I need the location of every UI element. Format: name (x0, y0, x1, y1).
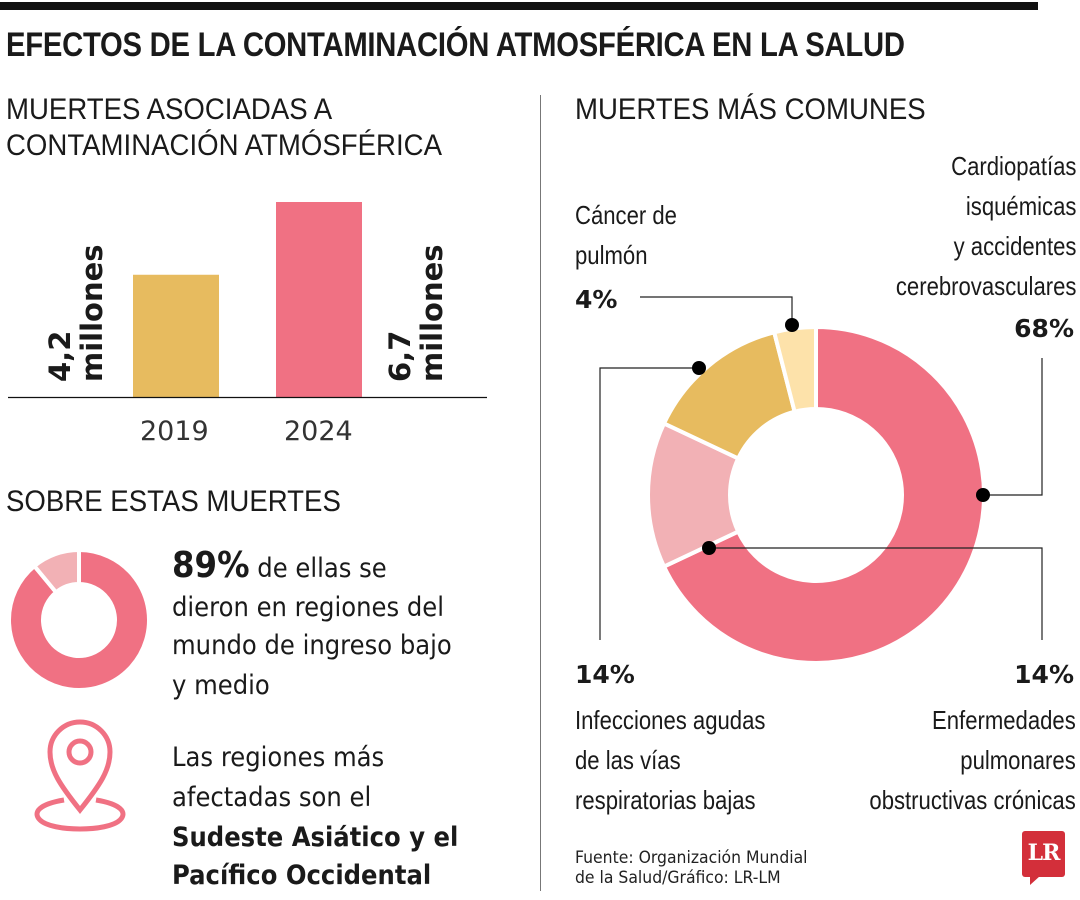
label-cardiopatias: Cardiopatías isquémicas y accidentes cer… (895, 146, 1076, 306)
bar-section-title-1: MUERTES ASOCIADAS A (6, 93, 333, 126)
stat-line-4: y medio (172, 670, 270, 701)
label-line: obstructivas crónicas (869, 785, 1076, 815)
label-infecciones: Infecciones agudas de las vías respirato… (575, 700, 765, 820)
bar-section-title-2: CONTAMINACIÓN ATMÓSFÉRICA (6, 129, 442, 162)
top-rule (0, 2, 1038, 10)
stat-line-2: dieron en regiones del (172, 592, 444, 623)
column-divider (540, 95, 541, 891)
label-enfermedades: Enfermedades pulmonares obstructivas cró… (870, 700, 1076, 820)
pct-infecciones: 14% (575, 660, 635, 689)
label-line: y accidentes (953, 231, 1076, 261)
x-tick-2024: 2024 (284, 416, 353, 447)
bar-label-2024-value: 6,7 (383, 330, 417, 382)
label-line: cerebrovasculares (895, 271, 1076, 301)
leader-cancer (640, 296, 793, 325)
map-pin-ground (34, 797, 126, 832)
regions-line-1: Las regiones más (172, 742, 385, 773)
leader-infecciones (599, 367, 699, 640)
bar-label-2019-unit: millones (75, 244, 109, 382)
source-line-2: de la Salud/Gráfico: LR-LM (575, 868, 781, 888)
map-pin-hole (66, 738, 94, 766)
label-line: Cardiopatías (950, 151, 1076, 181)
regions-bold-1: Sudeste Asiático y el (172, 822, 459, 853)
small-donut-slice-1 (31, 547, 81, 596)
x-tick-2019: 2019 (140, 416, 209, 447)
leader-cardiopatias-dot (976, 488, 990, 502)
label-line: pulmón (575, 240, 648, 270)
label-line: pulmonares (960, 745, 1076, 775)
donut-section-title: MUERTES MÁS COMUNES (575, 93, 926, 126)
leader-infecciones-dot (692, 361, 706, 375)
about-section-title: SOBRE ESTAS MUERTES (6, 485, 341, 518)
source-line-1: Fuente: Organización Mundial (575, 848, 808, 868)
bar-2019 (133, 274, 219, 397)
bar-label-2019-value: 4,2 (43, 330, 77, 382)
label-line: respiratorias bajas (575, 785, 756, 815)
bar-2024 (276, 202, 362, 397)
page-title: EFECTOS DE LA CONTAMINACIÓN ATMOSFÉRICA … (6, 26, 905, 64)
leader-enfermedades (709, 547, 1043, 640)
main-donut-slice-0 (661, 324, 986, 665)
stat-value: 89% (172, 545, 250, 586)
bar-label-2024-unit: millones (415, 244, 449, 382)
lr-logo: LR (1022, 831, 1065, 885)
stat-line-3: mundo de ingreso bajo (172, 630, 452, 661)
leader-cardiopatias (983, 358, 1043, 496)
small-donut-slice-0 (7, 547, 151, 692)
map-pin-shape (47, 719, 113, 815)
leader-enfermedades-dot (702, 541, 716, 555)
stat-line-1: 89% de ellas se (172, 546, 387, 589)
bar-label-2019: 4,2 millones (43, 244, 109, 382)
pct-cardiopatias: 68% (1014, 314, 1074, 343)
label-line: Enfermedades (932, 705, 1076, 735)
regions-line-2: afectadas son el (172, 782, 372, 813)
lr-logo-text: LR (1027, 840, 1061, 866)
pct-enfermedades: 14% (1014, 660, 1074, 689)
leader-cancer-dot (785, 318, 799, 332)
bar-label-2024: 6,7 millones (383, 244, 449, 382)
label-line: Infecciones agudas (575, 705, 766, 735)
pct-cancer: 4% (575, 285, 618, 314)
stat-text: de ellas se (249, 553, 387, 584)
label-line: de las vías (575, 745, 681, 775)
lr-logo-tail (1030, 876, 1040, 885)
regions-bold-2: Pacífico Occidental (172, 860, 432, 891)
label-line: isquémicas (965, 191, 1076, 221)
label-cancer: Cáncer de pulmón (575, 195, 677, 275)
label-line: Cáncer de (575, 200, 677, 230)
map-pin-icon (34, 719, 126, 832)
